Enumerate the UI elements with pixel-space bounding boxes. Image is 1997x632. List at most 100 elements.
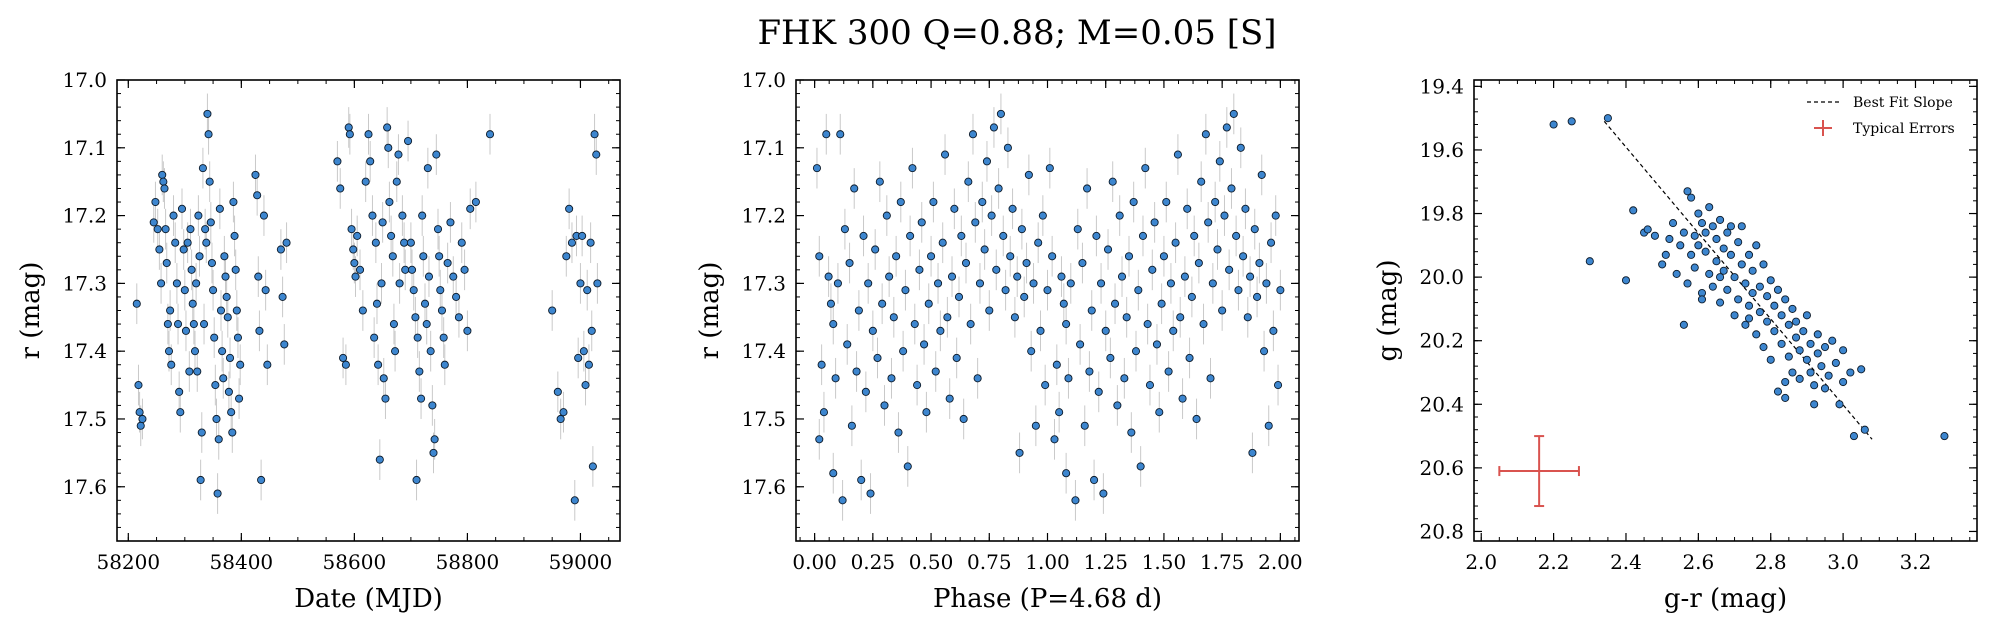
data-point-0-45	[202, 238, 211, 247]
data-point-0-141	[424, 272, 434, 281]
data-point-0-43	[199, 320, 209, 329]
data-point-0-163	[485, 130, 495, 139]
data-point-0-7	[826, 299, 835, 308]
ytick-label: 20.8	[1419, 519, 1464, 543]
ytick-label: 19.4	[1419, 74, 1464, 98]
ytick-label: 17.1	[62, 136, 107, 160]
data-point-0-16	[164, 347, 174, 356]
data-point-0-82	[261, 286, 270, 295]
data-point-0-166	[556, 414, 565, 424]
data-point-0-60	[1766, 276, 1775, 285]
data-point-0-61	[950, 204, 959, 213]
data-point-0-161	[1183, 204, 1192, 213]
data-point-0-103	[366, 157, 375, 166]
data-point-0-27	[871, 245, 880, 254]
data-point-0-27	[180, 286, 189, 295]
ytick-label: 20.0	[1419, 265, 1464, 289]
data-point-0-48	[205, 177, 214, 186]
data-point-0-29	[875, 177, 884, 186]
xtick-label: 1.50	[1142, 550, 1187, 574]
data-point-0-14	[162, 258, 171, 268]
data-point-0-129	[1108, 177, 1117, 186]
data-point-0-90	[339, 353, 348, 363]
data-point-0-98	[1036, 326, 1045, 335]
data-point-0-41	[197, 428, 206, 437]
data-point-0-21	[857, 475, 866, 485]
data-point-0-82	[1806, 339, 1815, 348]
data-point-0-181	[587, 326, 596, 335]
data-point-0-162	[1185, 353, 1194, 363]
data-point-0-86	[1008, 204, 1017, 213]
xtick-label: 0.50	[909, 550, 954, 574]
data-point-0-18	[850, 184, 859, 193]
data-point-0-35	[1719, 266, 1728, 275]
ytick-label: 17.4	[62, 339, 107, 363]
data-point-0-64	[957, 231, 966, 240]
data-point-0-84	[1813, 349, 1822, 358]
data-point-0-11	[833, 279, 842, 288]
ytick-label: 17.0	[62, 68, 107, 92]
data-point-0-15	[843, 340, 852, 349]
data-point-0-137	[419, 252, 428, 261]
data-point-0-160	[1180, 272, 1189, 281]
data-point-0-103	[1650, 231, 1659, 240]
data-point-0-77	[1795, 374, 1804, 383]
xtick-label: 3.2	[1900, 550, 1932, 574]
data-point-0-1	[134, 381, 143, 390]
data-point-0-8	[829, 320, 838, 329]
data-point-0-156	[1171, 238, 1180, 247]
data-point-0-147	[433, 225, 443, 234]
x-axis-label: Phase (P=4.68 d)	[933, 584, 1162, 614]
data-point-0-96	[1849, 432, 1859, 441]
data-point-0-107	[1810, 400, 1819, 409]
data-point-0-148	[435, 252, 444, 261]
data-point-0-101	[1043, 286, 1052, 295]
data-point-0-144	[429, 448, 438, 457]
data-point-0-90	[1017, 225, 1026, 234]
data-point-0-10	[831, 374, 840, 383]
data-point-0-78	[1799, 327, 1808, 336]
data-point-0-148	[1152, 340, 1161, 349]
data-point-0-185	[593, 279, 602, 288]
data-point-0-65	[224, 387, 233, 396]
data-point-0-114	[1073, 225, 1082, 234]
data-point-0-37	[894, 428, 903, 437]
data-point-0-49	[1744, 301, 1754, 310]
data-point-0-117	[387, 231, 396, 240]
data-point-0-198	[1269, 326, 1278, 335]
data-point-0-42	[198, 164, 207, 173]
data-point-0-3	[817, 360, 826, 369]
data-point-0-112	[1066, 279, 1075, 288]
data-point-0-179	[584, 360, 593, 369]
data-point-0-176	[1218, 306, 1227, 315]
data-point-0-155	[1169, 326, 1178, 335]
y-axis-label: r (mag)	[16, 262, 46, 360]
data-point-0-62	[221, 272, 230, 281]
data-point-0-79	[255, 326, 264, 335]
data-point-0-58	[943, 313, 952, 322]
data-point-0-176	[579, 347, 588, 356]
data-point-0-189	[1248, 448, 1257, 457]
data-point-0-105	[1052, 360, 1061, 369]
data-point-0-72	[975, 279, 985, 288]
data-point-0-168	[562, 252, 571, 261]
data-point-0-80	[1802, 311, 1811, 320]
data-point-0-100	[1585, 257, 1594, 266]
data-point-0-68	[1781, 295, 1790, 304]
data-point-0-135	[1122, 313, 1131, 322]
data-point-0-8	[155, 245, 164, 254]
data-point-0-168	[1199, 320, 1208, 329]
data-point-0-53	[931, 367, 940, 376]
data-point-0-113	[1071, 496, 1080, 505]
data-point-0-16	[1687, 193, 1696, 202]
data-point-0-197	[1267, 238, 1276, 247]
data-point-0-149	[1155, 408, 1164, 417]
data-point-0-62	[1770, 301, 1779, 310]
data-point-0-94	[1839, 377, 1848, 387]
data-point-0-40	[196, 475, 205, 485]
data-point-0-23	[175, 387, 184, 396]
data-point-0-177	[1220, 211, 1229, 220]
data-point-0-95	[1029, 279, 1038, 288]
data-point-0-125	[400, 238, 409, 247]
data-point-0-122	[1092, 231, 1101, 240]
